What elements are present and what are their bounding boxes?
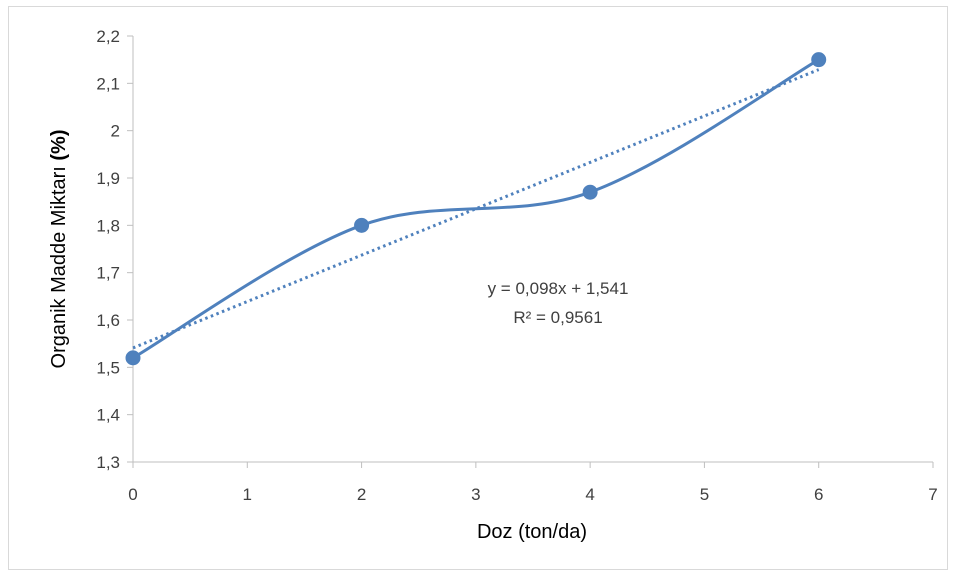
trendline-equation: y = 0,098x + 1,541 — [488, 279, 629, 298]
y-tick-label: 1,6 — [96, 311, 120, 330]
data-point — [354, 217, 370, 233]
y-axis-label-unit: (%) — [48, 130, 70, 161]
data-point — [582, 184, 598, 200]
x-tick-label: 1 — [243, 485, 252, 504]
y-tick-label: 2,2 — [96, 27, 120, 46]
y-axis-label-main: Organik Madde Miktarı — [48, 161, 70, 369]
y-tick-label: 1,7 — [96, 264, 120, 283]
y-tick-label: 2 — [111, 122, 120, 141]
chart-axes — [127, 35, 934, 468]
data-point — [811, 52, 827, 68]
x-tick-label: 7 — [928, 485, 937, 504]
chart-frame — [8, 6, 948, 570]
x-tick-label: 6 — [814, 485, 823, 504]
series-line — [132, 58, 820, 360]
y-tick-label: 1,5 — [96, 358, 120, 377]
y-tick-label: 1,8 — [96, 216, 120, 235]
x-tick-label: 3 — [471, 485, 480, 504]
x-tick-label: 5 — [700, 485, 709, 504]
y-axis-label: Organik Madde Miktarı (%) — [48, 130, 70, 369]
x-tick-label: 2 — [357, 485, 366, 504]
y-tick-label: 1,9 — [96, 169, 120, 188]
y-tick-label: 2,1 — [96, 74, 120, 93]
y-tick-label: 1,4 — [96, 406, 120, 425]
x-tick-label: 4 — [585, 485, 594, 504]
x-axis-label: Doz (ton/da) — [477, 521, 587, 543]
y-tick-label: 1,3 — [96, 453, 120, 472]
tick-labels: 1,3 1,4 1,5 1,6 1,7 1,8 1,9 2 2,1 2,2 0 1 2 3 4 5 6 7 — [96, 27, 937, 504]
plot-area — [125, 52, 827, 366]
trendline-r-squared: R² = 0,9561 — [513, 308, 602, 327]
data-point — [125, 350, 141, 366]
x-tick-label: 0 — [128, 485, 137, 504]
